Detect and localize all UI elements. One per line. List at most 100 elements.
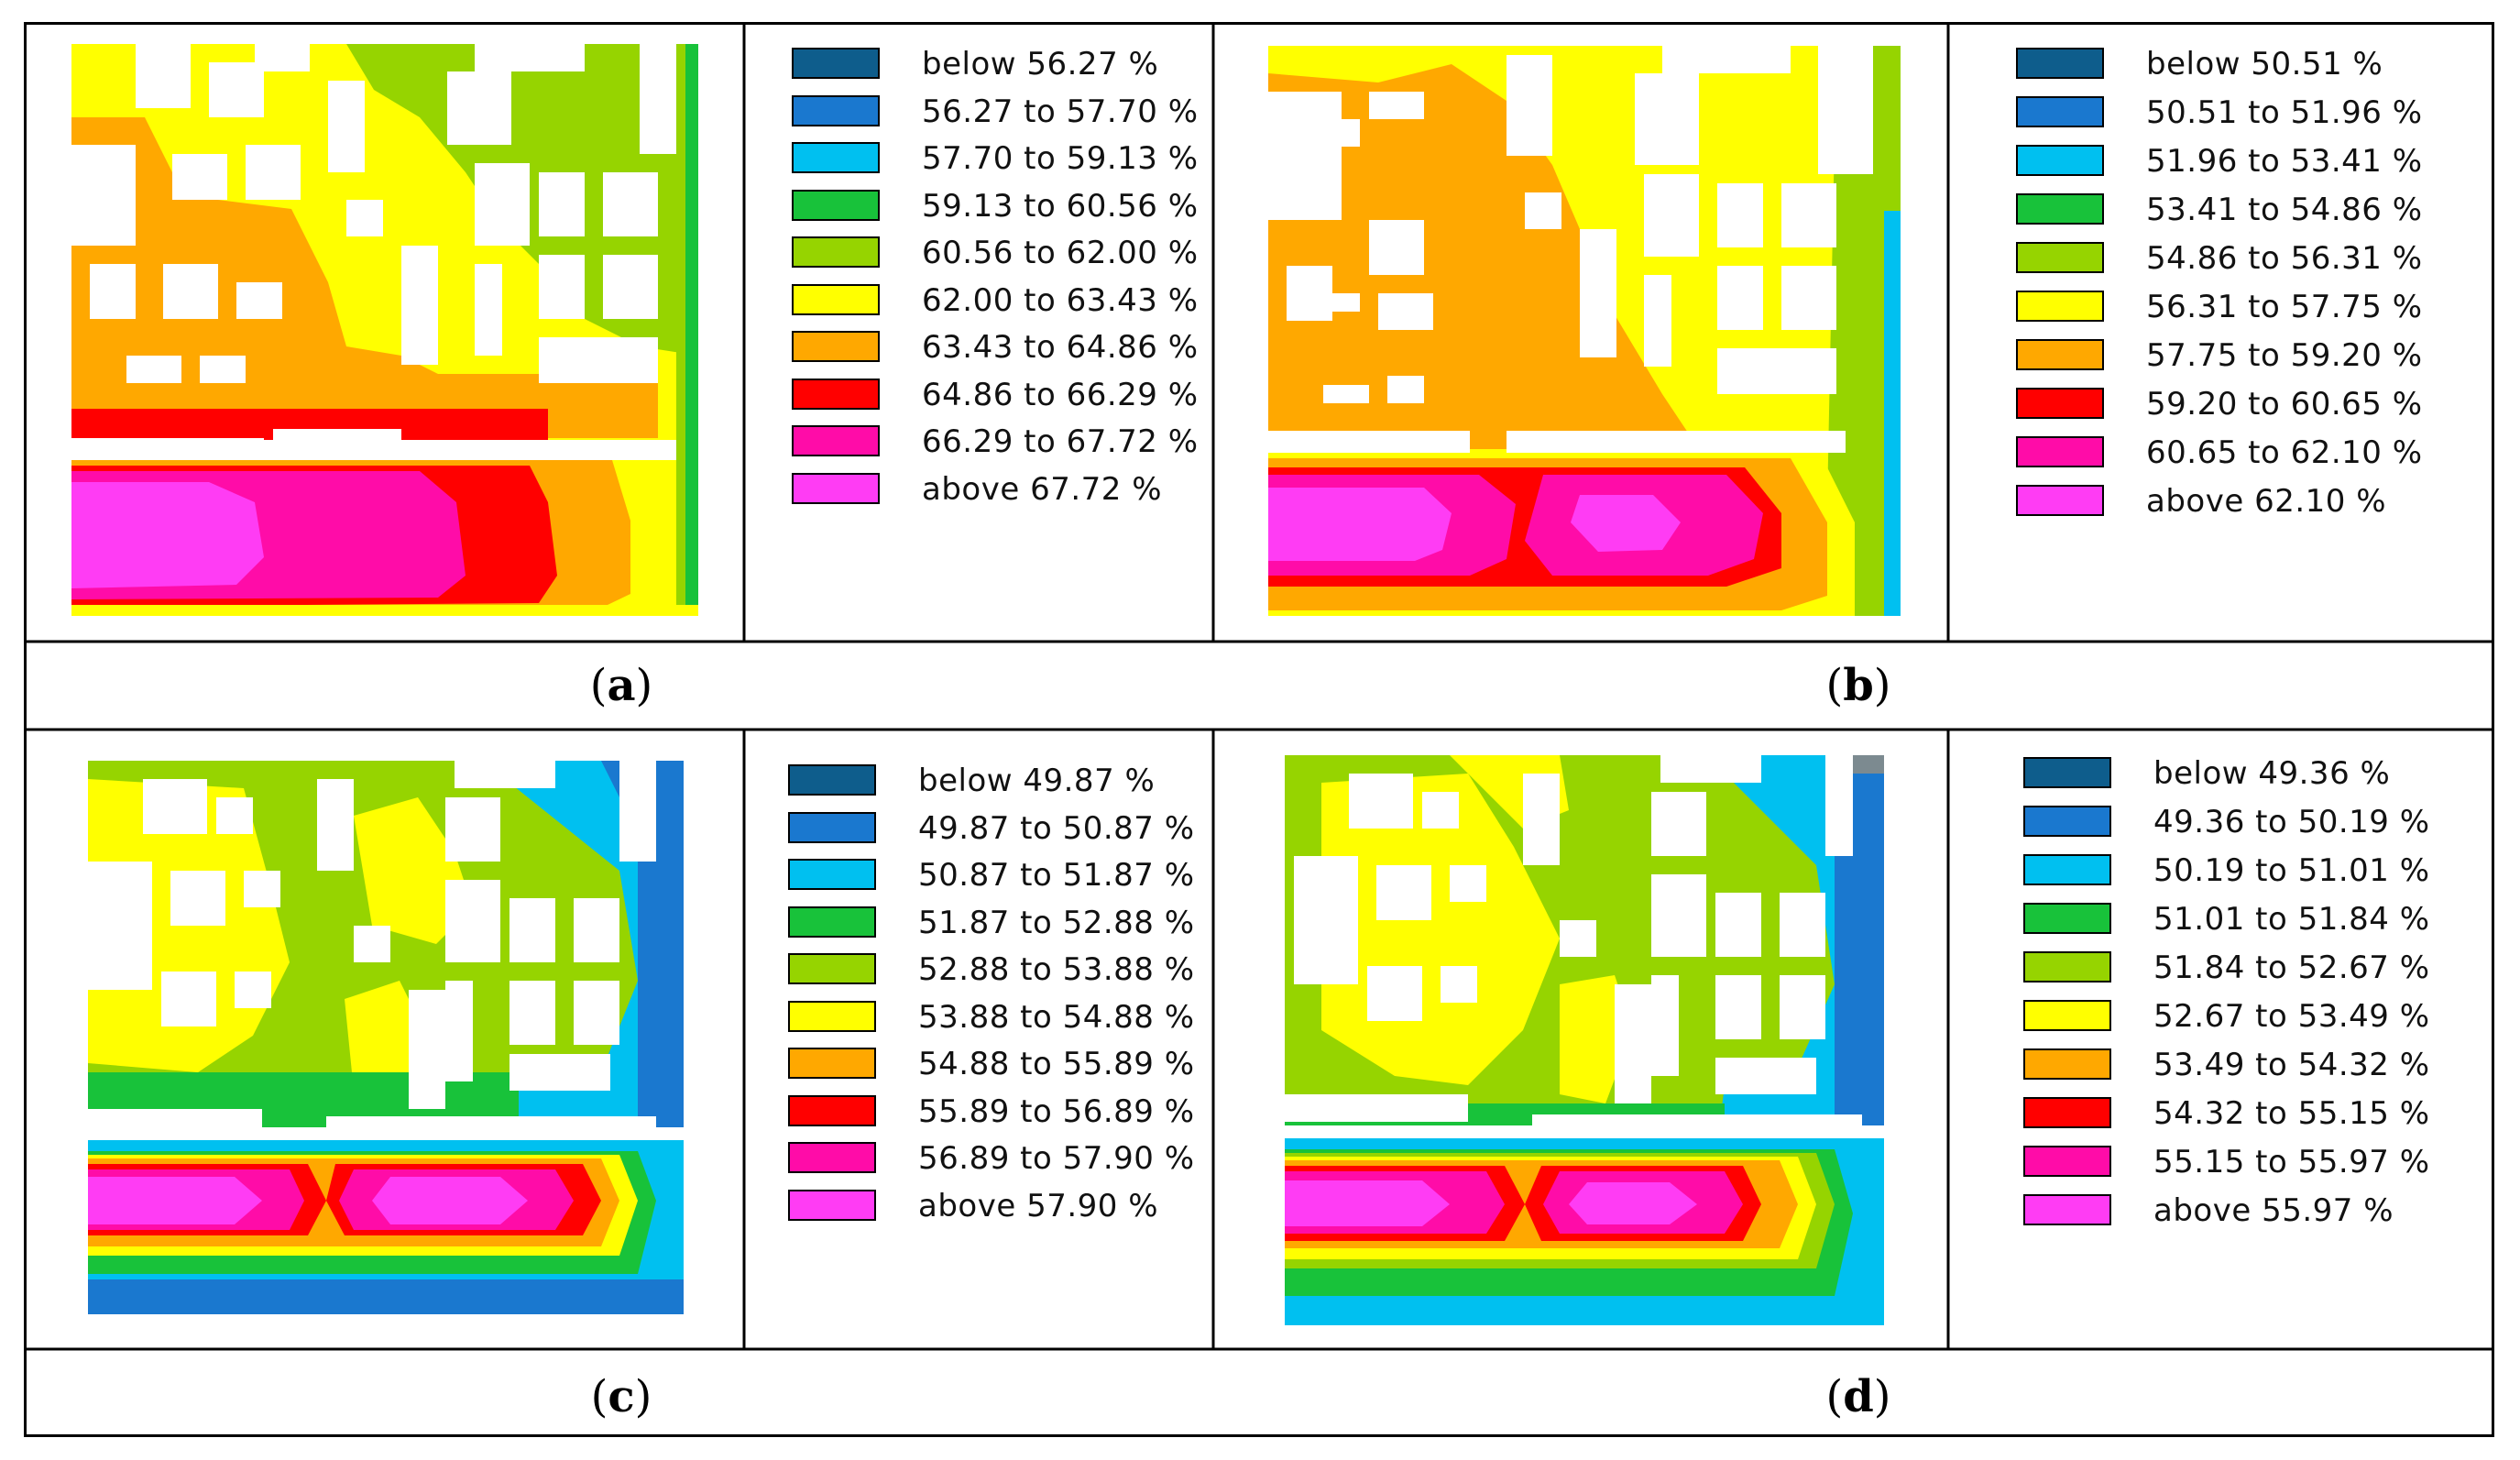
legend-label: 60.65 to 62.10 % (2146, 434, 2423, 471)
legend-c-item: 52.88 to 53.88 % (788, 951, 1210, 988)
figure-table: below 56.27 % 56.27 to 57.70 % 57.70 to … (24, 22, 2494, 1437)
legend-label: 50.87 to 51.87 % (918, 857, 1195, 894)
legend-swatch (2016, 193, 2104, 225)
legend-label: 56.27 to 57.70 % (922, 93, 1199, 130)
legend-swatch (792, 236, 880, 268)
legend-swatch (2016, 242, 2104, 273)
legend-label: 66.29 to 67.72 % (922, 423, 1199, 460)
map-d (1285, 755, 1884, 1325)
legend-label: 49.36 to 50.19 % (2153, 804, 2430, 840)
caption-d: (d) (1825, 1371, 1891, 1422)
legend-swatch (792, 48, 880, 79)
legend-c-item: 53.88 to 54.88 % (788, 999, 1210, 1036)
caption-d-letter: d (1843, 1371, 1874, 1422)
legend-b-item: 57.75 to 59.20 % (2016, 337, 2438, 374)
legend-swatch (2016, 48, 2104, 79)
legend-label: 56.89 to 57.90 % (918, 1140, 1195, 1177)
map-c-magenta-core-left (88, 1177, 262, 1224)
legend-label: 57.75 to 59.20 % (2146, 337, 2423, 374)
legend-b-item: 51.96 to 53.41 % (2016, 143, 2438, 180)
legend-b-item: 54.86 to 56.31 % (2016, 240, 2438, 277)
legend-b-item: 53.41 to 54.86 % (2016, 192, 2438, 228)
legend-label: above 67.72 % (922, 470, 1163, 508)
legend-c-item: 56.89 to 57.90 % (788, 1140, 1210, 1177)
legend-swatch (2023, 1194, 2111, 1225)
caption-b: (b) (1825, 660, 1891, 711)
legend-swatch (792, 94, 880, 126)
legend-label: 53.41 to 54.86 % (2146, 192, 2423, 228)
legend-swatch (2023, 903, 2111, 934)
legend-label: 60.56 to 62.00 % (922, 235, 1199, 271)
legend-label: 51.87 to 52.88 % (918, 904, 1195, 941)
legend-label: 54.32 to 55.15 % (2153, 1095, 2430, 1132)
legend-label: below 56.27 % (922, 46, 1159, 82)
legend-label: 53.88 to 54.88 % (918, 998, 1195, 1036)
map-c-yellow-center (354, 797, 473, 944)
legend-swatch (2023, 1048, 2111, 1080)
legend-label: 54.88 to 55.89 % (918, 1046, 1195, 1082)
legend-c-item: 51.87 to 52.88 % (788, 905, 1210, 941)
legend-swatch (788, 906, 876, 938)
map-c-buildings (88, 761, 656, 1133)
legend-b-item: 56.31 to 57.75 % (2016, 289, 2438, 325)
map-d-buildings (1285, 755, 1862, 1131)
legend-label: 55.89 to 56.89 % (918, 1092, 1195, 1130)
legend-swatch (2016, 291, 2104, 322)
legend-swatch (792, 378, 880, 410)
caption-a-letter: a (607, 660, 636, 711)
legend-label: 51.84 to 52.67 % (2153, 950, 2430, 986)
legend-label: 62.00 to 63.43 % (922, 281, 1199, 319)
legend-label: 49.87 to 50.87 % (918, 809, 1195, 847)
legend-d-item: 53.49 to 54.32 % (2023, 1047, 2445, 1083)
legend-c-item: 49.87 to 50.87 % (788, 810, 1210, 847)
legend-swatch (2016, 96, 2104, 127)
table-grid-lines (24, 22, 2494, 1437)
map-d-grey-corner (1853, 755, 1884, 774)
legend-label: 50.19 to 51.01 % (2153, 852, 2430, 889)
map-c (88, 761, 684, 1314)
legend-swatch (788, 1189, 876, 1221)
legend-swatch (788, 811, 876, 843)
legend-label: 59.13 to 60.56 % (922, 187, 1199, 225)
legend-swatch (792, 331, 880, 362)
legend-swatch (792, 189, 880, 221)
legend-a-item: 62.00 to 63.43 % (792, 282, 1213, 319)
map-a-green-right-line (685, 44, 698, 616)
legend-swatch (788, 1048, 876, 1079)
legend-label: above 62.10 % (2146, 483, 2387, 520)
legend-label: 51.01 to 51.84 % (2153, 901, 2430, 938)
legend-d-item: 52.67 to 53.49 % (2023, 998, 2445, 1035)
caption-b-letter: b (1843, 660, 1874, 711)
legend-b-item: 59.20 to 60.65 % (2016, 386, 2438, 423)
legend-label: 57.70 to 59.13 % (922, 140, 1199, 177)
legend-swatch (2016, 145, 2104, 176)
legend-d-item: 54.32 to 55.15 % (2023, 1095, 2445, 1132)
legend-a-item: 59.13 to 60.56 % (792, 188, 1213, 225)
map-d-magenta-core-left (1285, 1180, 1450, 1226)
legend-d-item: below 49.36 % (2023, 755, 2445, 792)
legend-swatch (792, 425, 880, 456)
legend-label: below 49.87 % (918, 763, 1156, 799)
legend-swatch (788, 859, 876, 890)
legend-label: 64.86 to 66.29 % (922, 376, 1199, 413)
legend-label: 63.43 to 64.86 % (922, 329, 1199, 366)
legend-b-item: 60.65 to 62.10 % (2016, 434, 2438, 471)
map-a-buildings (71, 44, 676, 456)
map-a-magenta-core (71, 482, 264, 588)
legend-b-item: above 62.10 % (2016, 483, 2438, 520)
map-b-magenta-core-left (1268, 488, 1452, 561)
legend-c-item: 54.88 to 55.89 % (788, 1046, 1210, 1082)
legend-swatch (792, 472, 880, 504)
legend-label: below 50.51 % (2146, 46, 2383, 82)
map-c-magenta-core-right (372, 1177, 528, 1224)
legend-d-item: above 55.97 % (2023, 1192, 2445, 1229)
legend-d-item: 55.15 to 55.97 % (2023, 1144, 2445, 1180)
legend-d-item: 51.01 to 51.84 % (2023, 901, 2445, 938)
legend-swatch (2023, 757, 2111, 788)
legend-swatch (788, 1142, 876, 1173)
legend-label: above 57.90 % (918, 1187, 1159, 1224)
legend-swatch (2023, 1000, 2111, 1031)
legend-b-item: below 50.51 % (2016, 46, 2438, 82)
legend-swatch (2023, 951, 2111, 982)
map-b-cyan-edge (1884, 211, 1901, 616)
